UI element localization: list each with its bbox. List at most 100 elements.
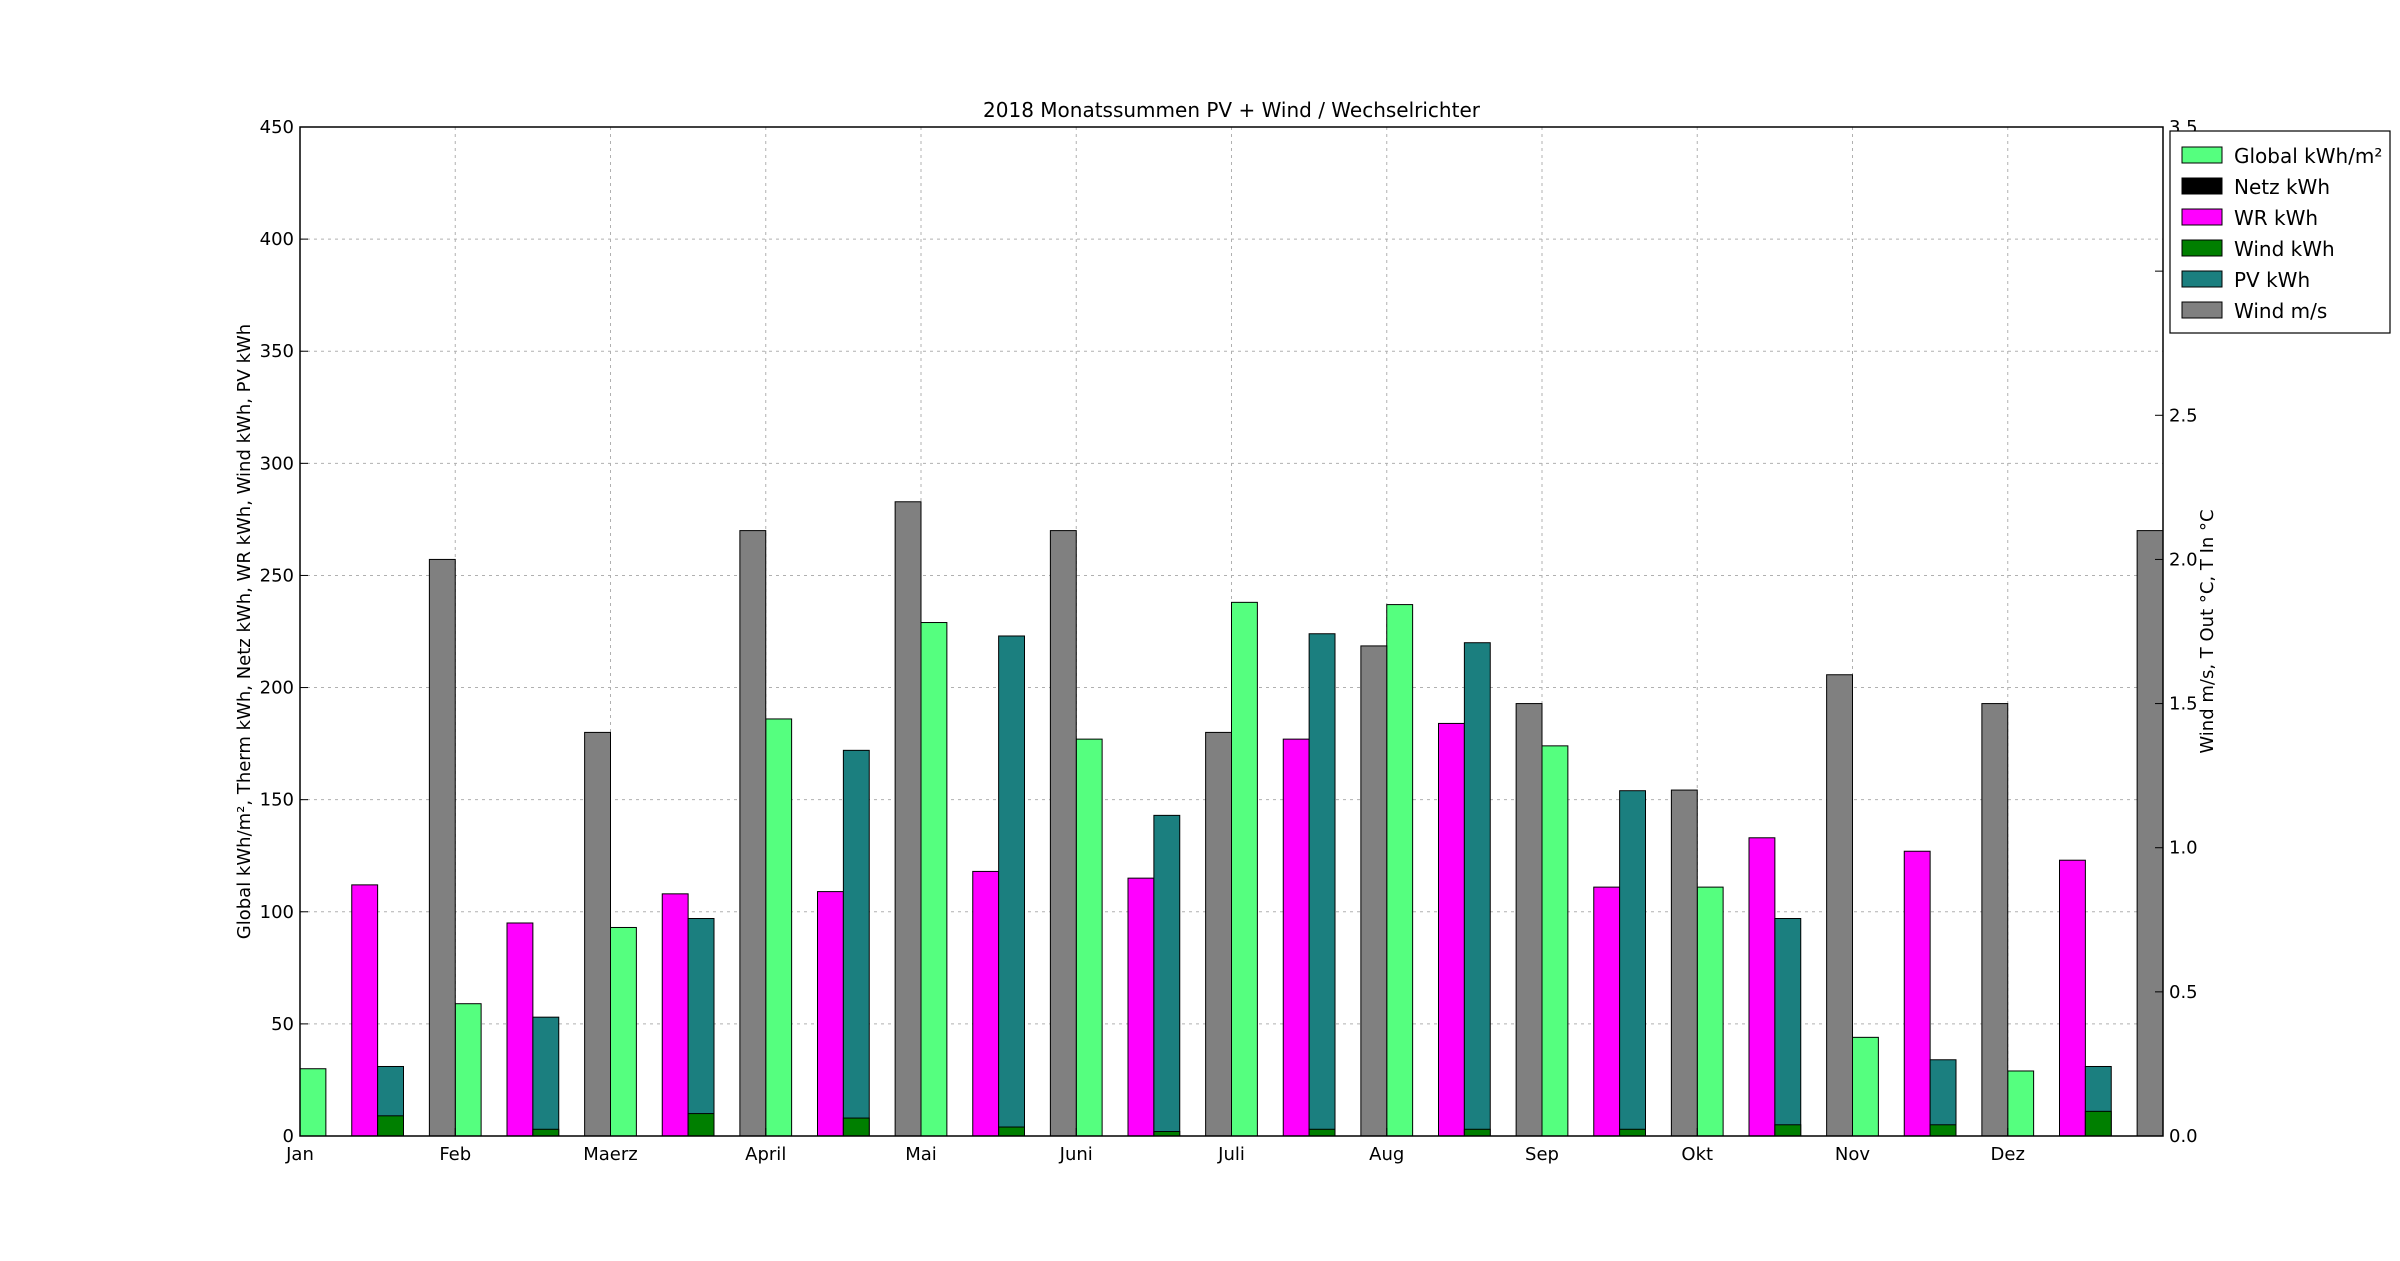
bar-wind-april xyxy=(894,501,922,1137)
bar-wind-mai xyxy=(998,1126,1025,1137)
bar-global-okt xyxy=(1696,886,1724,1137)
x-tick-label: Mai xyxy=(905,1144,937,1165)
x-tick-label: Jan xyxy=(285,1144,314,1165)
legend-swatch xyxy=(2181,270,2223,288)
x-tick-label: Sep xyxy=(1525,1144,1559,1165)
y-right-tick-label: 0.5 xyxy=(2169,982,2198,1003)
legend-label: Global kWh/m² xyxy=(2234,144,2382,168)
y-right-tick-label: 2.0 xyxy=(2169,549,2198,570)
y-tick-label: 100 xyxy=(260,902,294,923)
bar-wind-maerz xyxy=(739,530,767,1137)
bar-pv-nov xyxy=(1929,1059,1957,1137)
bar-wind-april xyxy=(842,1117,870,1137)
bar-global-jan xyxy=(299,1068,327,1137)
x-tick-label: Juli xyxy=(1217,1144,1245,1165)
bar-pv-feb xyxy=(532,1016,560,1137)
bar-global-april xyxy=(765,718,793,1137)
bar-wind-okt xyxy=(1826,674,1853,1137)
legend-swatch xyxy=(2181,208,2223,226)
bar-global-sep xyxy=(1541,745,1569,1137)
y-right-tick-label: 1.0 xyxy=(2169,838,2198,859)
bar-wind-okt xyxy=(1774,1124,1802,1137)
legend-swatch xyxy=(2181,239,2223,257)
y-right-tick-label: 0.0 xyxy=(2169,1126,2198,1147)
bar-wind-jan xyxy=(377,1115,404,1137)
y-tick-label: 0 xyxy=(283,1126,294,1147)
bar-wr-juni xyxy=(1127,877,1155,1137)
x-tick-label: Juni xyxy=(1059,1144,1093,1165)
x-tick-label: Feb xyxy=(439,1144,471,1165)
y-tick-label: 150 xyxy=(260,790,294,811)
bar-global-juli xyxy=(1231,601,1258,1137)
bar-global-aug xyxy=(1386,604,1414,1137)
bar-wind-feb xyxy=(584,731,611,1137)
y-tick-label: 250 xyxy=(260,565,294,586)
bar-pv-sep xyxy=(1619,790,1646,1137)
bar-global-feb xyxy=(454,1003,482,1137)
bar-wind-juli xyxy=(1360,645,1388,1137)
bar-wr-april xyxy=(817,891,844,1137)
y-right-tick-label: 1.5 xyxy=(2169,694,2198,715)
bar-global-dez xyxy=(2007,1070,2035,1137)
bar-wr-maerz xyxy=(661,893,689,1137)
legend-swatch xyxy=(2181,301,2223,319)
bar-wind-jan xyxy=(428,558,456,1137)
bar-wind-feb xyxy=(532,1128,560,1137)
legend-label: Wind m/s xyxy=(2234,299,2327,323)
bar-global-mai xyxy=(920,622,948,1137)
bar-pv-juni xyxy=(1153,814,1181,1137)
bar-global-nov xyxy=(1852,1036,1879,1137)
legend-label: WR kWh xyxy=(2234,206,2318,230)
legend-swatch xyxy=(2181,146,2223,164)
y-tick-label: 50 xyxy=(271,1014,294,1035)
bar-wr-feb xyxy=(506,922,534,1137)
bar-wr-mai xyxy=(972,870,1000,1137)
x-tick-label: Maerz xyxy=(583,1144,637,1165)
bar-pv-aug xyxy=(1463,642,1491,1137)
bar-pv-mai xyxy=(998,635,1025,1137)
x-tick-label: Dez xyxy=(1991,1144,2025,1165)
legend-label: PV kWh xyxy=(2234,268,2310,292)
bar-pv-okt xyxy=(1774,918,1802,1137)
bar-wind-aug xyxy=(1515,703,1543,1137)
bar-global-juni xyxy=(1075,738,1103,1137)
legend: Global kWh/m² Netz kWh WR kWh Wind kWh PV kW… xyxy=(2169,130,2391,334)
bar-pv-maerz xyxy=(687,918,715,1137)
bar-wr-jan xyxy=(351,884,379,1137)
bar-wr-sep xyxy=(1593,886,1621,1137)
bar-wind-aug xyxy=(1463,1128,1491,1137)
y-tick-label: 350 xyxy=(260,341,294,362)
x-tick-label: Aug xyxy=(1369,1144,1404,1165)
bar-wr-juli xyxy=(1282,738,1310,1137)
y-tick-label: 450 xyxy=(260,117,294,138)
bar-wind-juni xyxy=(1205,731,1232,1137)
bar-wr-nov xyxy=(1903,850,1931,1137)
bar-pv-juli xyxy=(1308,633,1336,1137)
bar-wind-maerz xyxy=(687,1113,715,1137)
bar-wr-dez xyxy=(2059,859,2086,1137)
bars xyxy=(299,501,2164,1137)
legend-swatch xyxy=(2181,177,2223,195)
chart-title: 2018 Monatssummen PV + Wind / Wechselric… xyxy=(983,98,1481,122)
bar-wr-okt xyxy=(1748,837,1776,1137)
bar-wind-dez xyxy=(2136,530,2164,1137)
bar-wind-sep xyxy=(1670,789,1698,1137)
bar-pv-april xyxy=(842,749,870,1137)
bar-wind-dez xyxy=(2084,1110,2112,1137)
y-axis-label-left: Global kWh/m², Therm kWh, Netz kWh, WR k… xyxy=(234,324,255,939)
y-tick-label: 300 xyxy=(260,453,294,474)
bar-wr-aug xyxy=(1438,722,1465,1137)
y-tick-label: 400 xyxy=(260,229,294,250)
y-right-tick-label: 2.5 xyxy=(2169,405,2198,426)
bar-wind-mai xyxy=(1049,530,1077,1137)
bar-wind-nov xyxy=(1981,703,2009,1137)
legend-label: Wind kWh xyxy=(2234,237,2335,261)
bar-wind-juli xyxy=(1308,1128,1336,1137)
x-tick-label: April xyxy=(745,1144,786,1165)
x-tick-label: Nov xyxy=(1835,1144,1870,1165)
y-tick-label: 200 xyxy=(260,678,294,699)
bar-wind-sep xyxy=(1619,1128,1646,1137)
legend-label: Netz kWh xyxy=(2234,175,2330,199)
x-tick-label: Okt xyxy=(1681,1144,1713,1165)
